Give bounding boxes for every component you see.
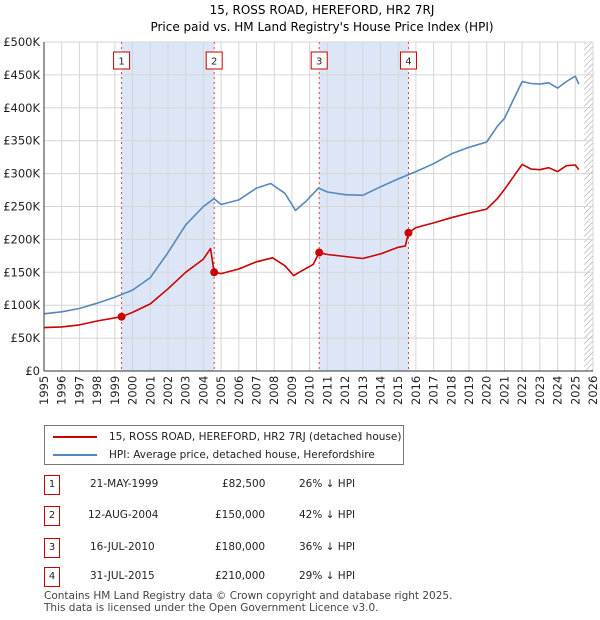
table-row: 1 21-MAY-1999 £82,500 26% ↓ HPI — [44, 475, 384, 495]
x-tick-label: 2018 — [444, 376, 458, 405]
sale-number-label: 4 — [405, 57, 411, 68]
y-tick-label: £350K — [3, 134, 40, 148]
x-tick-label: 2003 — [179, 376, 193, 405]
hpi-line — [43, 75, 580, 315]
legend-item-hpi: HPI: Average price, detached house, Here… — [53, 446, 375, 464]
sale-number-box — [113, 51, 131, 70]
x-tick-label: 2024 — [551, 376, 565, 405]
legend: 15, ROSS ROAD, HEREFORD, HR2 7RJ (detach… — [44, 425, 404, 465]
legend-label-hpi: HPI: Average price, detached house, Here… — [109, 449, 375, 461]
price-chart: 15, ROSS ROAD, HEREFORD, HR2 7RJ Price p… — [3, 3, 600, 405]
x-tick-label: 2020 — [480, 376, 494, 405]
chart-title: 15, ROSS ROAD, HEREFORD, HR2 7RJ — [210, 3, 435, 17]
sale-number-label: 1 — [118, 57, 124, 68]
legend-swatch-hpi — [53, 454, 97, 456]
property-price-line — [43, 163, 580, 329]
y-tick-label: £100K — [3, 298, 40, 312]
sale-number-label: 2 — [211, 57, 217, 68]
legend-label-property: 15, ROSS ROAD, HEREFORD, HR2 7RJ (detach… — [109, 431, 402, 443]
transaction-price: £82,500 — [222, 478, 266, 490]
x-tick-label: 2023 — [533, 376, 547, 405]
transaction-price: £150,000 — [215, 509, 266, 521]
x-tick-label: 2017 — [427, 376, 441, 405]
x-tick-label: 2001 — [143, 376, 157, 405]
transaction-date: 16-JUL-2010 — [90, 541, 155, 553]
x-tick-label: 2022 — [515, 376, 529, 405]
transaction-number: 3 — [44, 538, 60, 558]
transaction-number: 4 — [44, 567, 60, 587]
sale-point — [117, 312, 126, 321]
y-tick-label: £200K — [3, 232, 40, 246]
x-tick-label: 2009 — [285, 376, 299, 405]
x-tick-label: 1999 — [108, 376, 122, 405]
sale-number-box — [399, 51, 417, 70]
x-tick-label: 2002 — [161, 376, 175, 405]
transaction-diff: 26% ↓ HPI — [299, 478, 356, 490]
y-tick-label: £50K — [11, 331, 41, 345]
x-tick-label: 2019 — [462, 376, 476, 405]
transaction-price: £180,000 — [215, 541, 266, 553]
transaction-number: 1 — [44, 475, 60, 495]
footer-copyright: Contains HM Land Registry data © Crown c… — [44, 590, 453, 602]
x-tick-label: 2013 — [356, 376, 370, 405]
x-tick-label: 2008 — [267, 376, 281, 405]
x-tick-label: 1995 — [37, 376, 51, 405]
sale-number-box — [310, 51, 328, 70]
transaction-number: 2 — [44, 506, 60, 526]
sale-number-label: 3 — [316, 57, 322, 68]
sale-point — [210, 268, 219, 277]
x-tick-label: 2012 — [338, 376, 352, 405]
chart-subtitle: Price paid vs. HM Land Registry's House … — [150, 20, 493, 34]
y-tick-label: £250K — [3, 200, 40, 214]
x-tick-label: 2014 — [373, 376, 387, 405]
sale-point — [315, 248, 324, 257]
x-tick-label: 2000 — [126, 376, 140, 405]
transaction-date: 12-AUG-2004 — [88, 509, 159, 521]
y-tick-label: £150K — [3, 265, 40, 279]
y-tick-label: £0 — [25, 364, 40, 378]
x-tick-label: 2026 — [586, 376, 600, 405]
x-tick-label: 2021 — [497, 376, 511, 405]
x-tick-label: 2025 — [568, 376, 582, 405]
transaction-diff: 29% ↓ HPI — [299, 570, 356, 582]
sale-number-box — [205, 51, 223, 70]
transaction-price: £210,000 — [215, 570, 266, 582]
x-tick-label: 2005 — [214, 376, 228, 405]
sale-point — [404, 228, 413, 237]
x-tick-label: 2015 — [391, 376, 405, 405]
y-tick-label: £300K — [3, 167, 40, 181]
x-tick-label: 2006 — [232, 376, 246, 405]
x-tick-label: 2007 — [250, 376, 264, 405]
footer: Contains HM Land Registry data © Crown c… — [44, 590, 452, 614]
transaction-diff: 42% ↓ HPI — [299, 509, 356, 521]
table-row: 2 12-AUG-2004 £150,000 42% ↓ HPI — [44, 506, 384, 526]
legend-swatch-property — [53, 436, 97, 438]
x-tick-label: 1997 — [72, 376, 86, 405]
table-row: 3 16-JUL-2010 £180,000 36% ↓ HPI — [44, 538, 384, 558]
legend-item-property: 15, ROSS ROAD, HEREFORD, HR2 7RJ (detach… — [53, 428, 401, 446]
x-tick-label: 2010 — [303, 376, 317, 405]
x-tick-label: 2016 — [409, 376, 423, 405]
footer-license: This data is licensed under the Open Gov… — [44, 602, 379, 614]
x-tick-label: 1998 — [90, 376, 104, 405]
table-row: 4 31-JUL-2015 £210,000 29% ↓ HPI — [44, 567, 384, 587]
x-tick-label: 1996 — [55, 376, 69, 405]
y-tick-label: £500K — [3, 35, 40, 49]
x-tick-label: 2004 — [196, 376, 210, 405]
transaction-date: 21-MAY-1999 — [90, 478, 159, 490]
y-tick-label: £450K — [3, 68, 40, 82]
transaction-diff: 36% ↓ HPI — [299, 541, 356, 553]
transaction-date: 31-JUL-2015 — [90, 570, 155, 582]
y-tick-label: £400K — [3, 101, 40, 115]
x-tick-label: 2011 — [320, 376, 334, 405]
